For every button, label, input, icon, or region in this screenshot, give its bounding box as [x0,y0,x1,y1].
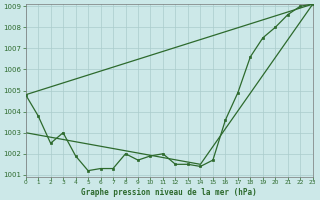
X-axis label: Graphe pression niveau de la mer (hPa): Graphe pression niveau de la mer (hPa) [81,188,257,197]
